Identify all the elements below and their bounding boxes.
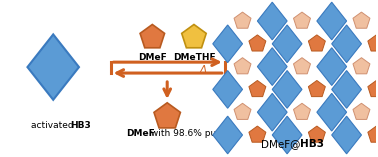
Polygon shape <box>213 70 243 108</box>
Text: Δ: Δ <box>200 65 207 75</box>
Polygon shape <box>293 58 310 74</box>
Polygon shape <box>257 48 287 85</box>
Text: HB3: HB3 <box>70 121 91 130</box>
Text: HB3: HB3 <box>300 139 324 149</box>
Polygon shape <box>368 126 378 142</box>
Polygon shape <box>368 81 378 97</box>
Polygon shape <box>249 81 266 97</box>
Polygon shape <box>353 103 370 119</box>
Polygon shape <box>234 103 251 119</box>
Polygon shape <box>317 93 347 131</box>
Text: DMeF: DMeF <box>127 130 155 138</box>
Polygon shape <box>353 58 370 74</box>
Polygon shape <box>353 12 370 28</box>
Polygon shape <box>272 116 302 154</box>
Polygon shape <box>332 25 361 63</box>
Polygon shape <box>317 2 347 40</box>
Polygon shape <box>308 126 325 142</box>
Polygon shape <box>249 35 266 51</box>
Polygon shape <box>234 58 251 74</box>
Text: activated: activated <box>31 121 77 130</box>
Polygon shape <box>234 12 251 28</box>
Polygon shape <box>249 126 266 142</box>
Polygon shape <box>272 25 302 63</box>
Text: DMeF@: DMeF@ <box>260 139 300 149</box>
Polygon shape <box>332 116 361 154</box>
Polygon shape <box>317 48 347 85</box>
Polygon shape <box>213 25 243 63</box>
Text: DMeF: DMeF <box>138 53 167 62</box>
Polygon shape <box>257 93 287 131</box>
Polygon shape <box>368 35 378 51</box>
Polygon shape <box>308 81 325 97</box>
Polygon shape <box>293 103 310 119</box>
Text: DMeTHF: DMeTHF <box>173 53 215 62</box>
Polygon shape <box>293 12 310 28</box>
Polygon shape <box>154 103 180 128</box>
Polygon shape <box>213 116 243 154</box>
Polygon shape <box>140 24 164 48</box>
Polygon shape <box>332 70 361 108</box>
Polygon shape <box>272 70 302 108</box>
Polygon shape <box>28 34 79 100</box>
Polygon shape <box>257 2 287 40</box>
Polygon shape <box>182 24 206 48</box>
Polygon shape <box>308 35 325 51</box>
Text: with 98.6% purity: with 98.6% purity <box>148 130 232 138</box>
